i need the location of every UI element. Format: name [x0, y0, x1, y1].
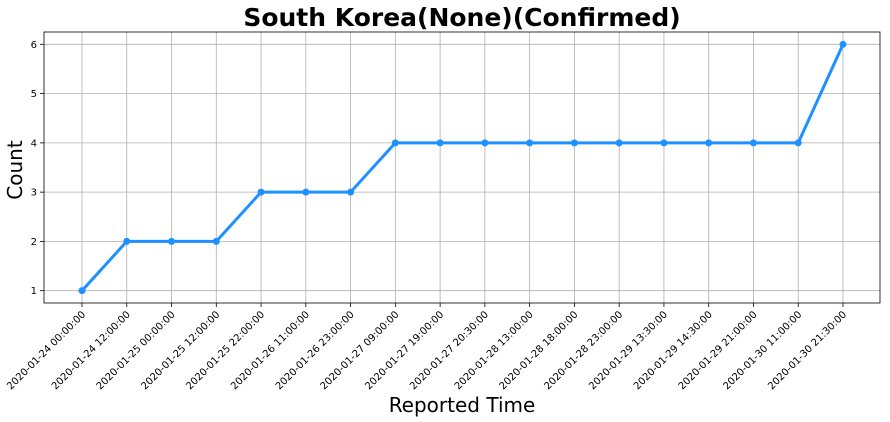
data-point [391, 139, 399, 147]
x-tick-label: 2020-01-30 11:00:00 [721, 309, 804, 392]
data-point [481, 139, 489, 147]
x-tick-label: 2020-01-29 14:30:00 [632, 309, 715, 392]
x-tick-label: 2020-01-28 13:00:00 [453, 309, 536, 392]
data-point [123, 237, 131, 245]
x-tick-label: 2020-01-28 23:00:00 [542, 309, 625, 392]
x-tick-label: 2020-01-29 13:30:00 [587, 309, 670, 392]
data-point [705, 139, 713, 147]
grid-layer [44, 32, 880, 303]
y-tick-label: 1 [31, 286, 37, 297]
data-point [78, 287, 86, 295]
data-point [526, 139, 534, 147]
y-tick-label: 5 [31, 89, 37, 100]
data-point [570, 139, 578, 147]
data-point [749, 139, 757, 147]
data-point [660, 139, 668, 147]
series-layer [78, 40, 847, 295]
x-tick-label: 2020-01-25 00:00:00 [95, 309, 178, 392]
x-axis-label: Reported Time [389, 393, 536, 417]
x-tick-label: 2020-01-27 09:00:00 [319, 309, 402, 392]
data-point [257, 188, 265, 196]
data-point [168, 237, 176, 245]
x-tick-label: 2020-01-26 23:00:00 [274, 309, 357, 392]
data-point [347, 188, 355, 196]
plot-frame [43, 31, 881, 304]
x-tick-label: 2020-01-27 19:00:00 [363, 309, 446, 392]
x-tick-label: 2020-01-25 22:00:00 [184, 309, 267, 392]
x-tick-label: 2020-01-24 12:00:00 [50, 309, 133, 392]
x-tick-label: 2020-01-30 21:30:00 [766, 309, 849, 392]
x-tick-label: 2020-01-25 12:00:00 [140, 309, 223, 392]
data-point [212, 237, 220, 245]
x-tick-label: 2020-01-26 11:00:00 [229, 309, 312, 392]
data-point [436, 139, 444, 147]
y-tick-label: 6 [31, 40, 37, 51]
data-point [794, 139, 802, 147]
data-point [615, 139, 623, 147]
x-tick-label: 2020-01-24 00:00:00 [5, 309, 88, 392]
data-point [839, 40, 847, 48]
x-tick-label: 2020-01-28 18:00:00 [498, 309, 581, 392]
data-point [302, 188, 310, 196]
y-tick-label: 4 [31, 138, 37, 149]
y-tick-label: 3 [31, 188, 37, 199]
x-tick-label: 2020-01-27 20:30:00 [408, 309, 491, 392]
x-tick-label: 2020-01-29 21:00:00 [677, 309, 760, 392]
series-line [80, 43, 845, 292]
y-tick-label: 2 [31, 237, 37, 248]
chart-title: South Korea(None)(Confirmed) [243, 3, 680, 32]
y-axis-label: Count [3, 140, 27, 200]
